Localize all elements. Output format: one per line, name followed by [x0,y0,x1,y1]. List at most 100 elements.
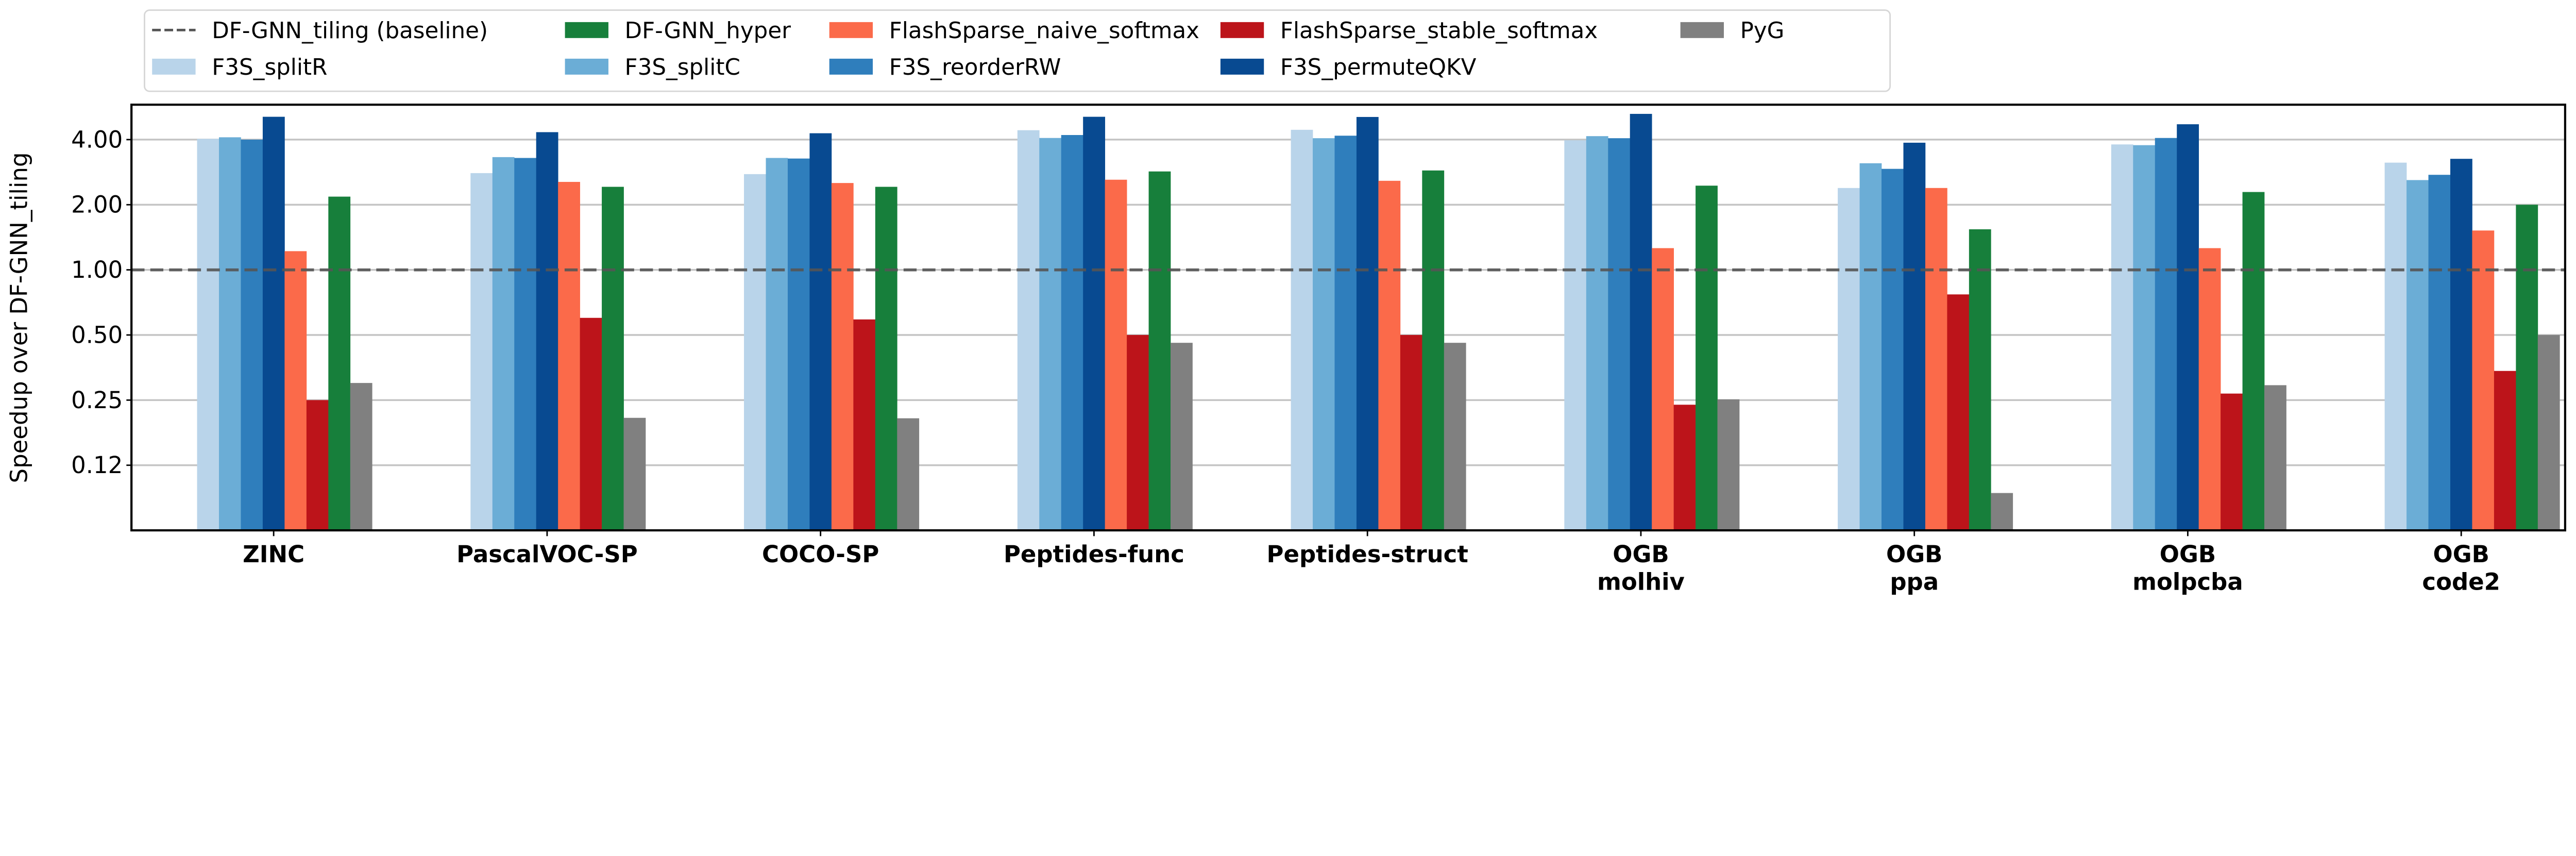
bar-DF-GNN_hyper [1969,229,1991,531]
bar-DF-GNN_hyper [1696,186,1718,531]
bar-F3S_splitC [219,137,241,531]
bar-FlashSparse_stable_softmax [1400,334,1422,531]
y-tick-label: 1.00 [71,256,123,283]
bar-F3S_splitC [1859,163,1882,531]
x-tick-label: Peptides-struct [1267,541,1468,568]
bars [197,113,2560,531]
bar-FlashSparse_naive_softmax [2198,248,2221,531]
bar-F3S_splitR [1017,130,1040,531]
x-tick-label: OGB [2160,541,2216,568]
legend-swatch [1680,22,1724,38]
x-tick-label: code2 [2422,568,2500,595]
legend-label: F3S_splitC [625,55,740,80]
bar-DF-GNN_hyper [328,196,351,531]
bar-FlashSparse_naive_softmax [1652,248,1674,531]
bar-FlashSparse_naive_softmax [1378,180,1401,531]
bar-DF-GNN_hyper [2242,192,2265,531]
bar-F3S_reorderRW [1061,135,1083,531]
legend-label: FlashSparse_stable_softmax [1280,18,1598,44]
bar-F3S_permuteQKV [1083,116,1106,531]
bar-DF-GNN_hyper [1422,170,1445,531]
bar-FlashSparse_stable_softmax [306,400,329,531]
bar-F3S_splitR [1564,140,1587,531]
bar-DF-GNN_hyper [1148,171,1171,531]
bar-F3S_splitC [1313,138,1335,531]
bar-FlashSparse_stable_softmax [580,317,602,531]
bar-F3S_permuteQKV [809,133,832,531]
bar-F3S_splitR [1838,188,1860,531]
bar-FlashSparse_stable_softmax [2494,371,2516,531]
legend-swatch [565,22,608,38]
bar-F3S_splitC [492,157,515,531]
bar-F3S_permuteQKV [1903,142,1926,531]
y-tick-label: 0.50 [71,321,123,348]
y-tick-label: 4.00 [71,126,123,153]
x-tick-label: molhiv [1597,568,1685,595]
legend-swatch [829,58,873,75]
x-tick-label: PascalVOC-SP [456,541,638,568]
legend: DF-GNN_tiling (baseline) F3S_splitR DF-GNN… [144,9,1891,92]
bar-F3S_permuteQKV [1630,113,1652,531]
speedup-bar-chart: 0.12 0.25 0.50 1.00 2.00 4.00 ZINC PascalVOC-S… [6,9,2567,595]
legend-swatch [1220,58,1264,75]
bar-DF-GNN_hyper [602,187,624,531]
bar-F3S_splitR [470,173,493,531]
bar-F3S_permuteQKV [262,116,285,531]
bar-PyG [897,418,920,531]
bar-PyG [1717,399,1740,531]
y-axis-label: Speedup over DF-GNN_tiling [6,152,33,483]
legend-swatch [565,58,608,75]
legend-label: DF-GNN_tiling (baseline) [212,18,488,44]
bar-F3S_permuteQKV [1356,116,1379,531]
bar-F3S_permuteQKV [2177,124,2199,531]
bar-F3S_splitR [197,139,219,531]
bar-DF-GNN_hyper [875,187,897,531]
bar-FlashSparse_stable_softmax [853,319,876,531]
x-axis-ticks: ZINC PascalVOC-SP COCO-SP Peptides-func Pept… [243,530,2500,595]
y-tick-label: 2.00 [71,191,123,219]
y-tick-label: 0.12 [71,451,123,479]
bar-F3S_reorderRW [2155,138,2177,531]
y-axis-ticks: 0.12 0.25 0.50 1.00 2.00 4.00 [71,126,132,479]
bar-FlashSparse_stable_softmax [1127,334,1149,531]
legend-label: F3S_splitR [212,55,327,80]
bar-FlashSparse_stable_softmax [1673,405,1696,531]
legend-label: FlashSparse_naive_softmax [889,18,1199,44]
bar-FlashSparse_stable_softmax [1947,294,1970,531]
bar-F3S_splitR [744,174,766,531]
x-tick-label: COCO-SP [762,541,879,568]
x-tick-label: OGB [2433,541,2489,568]
x-tick-label: ppa [1890,568,1939,595]
bar-F3S_reorderRW [1334,136,1357,531]
bar-F3S_splitC [766,158,788,531]
bar-F3S_splitR [2384,162,2407,531]
bar-F3S_permuteQKV [536,132,558,531]
bar-F3S_reorderRW [241,139,263,531]
legend-swatch [152,58,196,75]
y-tick-label: 0.25 [71,387,123,414]
bar-PyG [2264,385,2286,531]
x-tick-label: OGB [1613,541,1669,568]
x-tick-label: molpcba [2132,568,2243,595]
bar-F3S_reorderRW [787,158,810,531]
legend-label: PyG [1740,18,1785,44]
legend-swatch [1220,22,1264,38]
x-tick-label: OGB [1886,541,1942,568]
bar-F3S_splitC [1039,138,1062,531]
bar-FlashSparse_naive_softmax [2472,230,2495,531]
bar-F3S_splitR [2111,144,2133,531]
bar-F3S_reorderRW [514,158,537,531]
bar-FlashSparse_naive_softmax [1925,188,1947,531]
bar-F3S_splitC [2133,145,2156,531]
bar-PyG [2537,334,2560,531]
bar-F3S_reorderRW [2428,175,2451,531]
bar-F3S_permuteQKV [2450,159,2472,531]
bar-PyG [623,417,646,531]
bar-F3S_reorderRW [1882,169,1904,531]
bar-FlashSparse_naive_softmax [558,181,580,531]
bar-PyG [1991,493,2013,531]
bar-F3S_splitR [1291,129,1313,531]
legend-label: F3S_permuteQKV [1280,55,1477,80]
bar-F3S_splitC [2406,180,2429,531]
bar-F3S_reorderRW [1608,138,1631,531]
